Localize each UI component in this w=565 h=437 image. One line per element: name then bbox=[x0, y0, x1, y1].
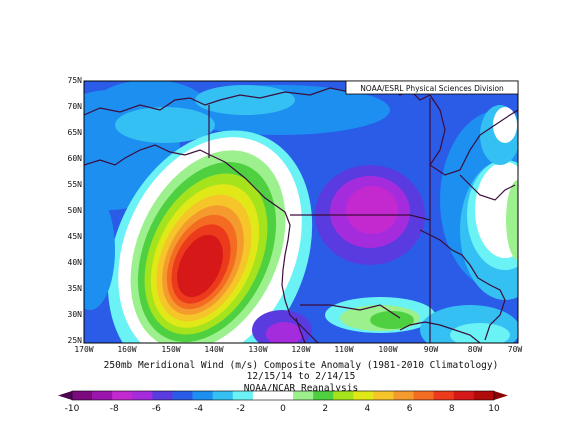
colorbar-label: -6 bbox=[152, 404, 161, 414]
colorbar-label: 4 bbox=[365, 404, 371, 414]
us-canada-border bbox=[290, 214, 431, 221]
colorbar-label: -4 bbox=[194, 404, 203, 414]
colorbar-swatch bbox=[313, 391, 334, 400]
map-frame bbox=[83, 80, 519, 344]
colorbar-swatch bbox=[192, 391, 213, 400]
colorbar-swatch bbox=[232, 391, 254, 400]
alaska-coast bbox=[84, 84, 371, 116]
lon-label: 140W bbox=[204, 345, 223, 354]
colorbar-swatch bbox=[373, 391, 394, 400]
lon-label: 120W bbox=[291, 345, 310, 354]
colorbar-label: 2 bbox=[322, 404, 328, 414]
colorbar-outline bbox=[71, 390, 495, 401]
lon-axis: 170W 160W 150W 140W 130W 120W 110W 100W … bbox=[74, 345, 522, 354]
lat-label: 50N bbox=[68, 206, 83, 215]
lon-label: 100W bbox=[378, 345, 397, 354]
colorbar-swatch bbox=[333, 391, 354, 400]
colorbar-label: 0 bbox=[280, 404, 286, 414]
lon-label: 150W bbox=[161, 345, 180, 354]
lat-label: 25N bbox=[68, 336, 83, 345]
east-canada bbox=[459, 174, 516, 201]
colorbar-swatch bbox=[393, 391, 414, 400]
colorbar-label: 8 bbox=[449, 404, 455, 414]
lat-label: 65N bbox=[68, 128, 83, 137]
colorbar-swatch bbox=[433, 391, 455, 400]
lat-label: 60N bbox=[68, 154, 83, 163]
lon-label: 80W bbox=[468, 345, 483, 354]
lat-label: 40N bbox=[68, 258, 83, 267]
credit-text: NOAA/ESRL Physical Sciences Division bbox=[360, 84, 504, 93]
caption: 250mb Meridional Wind (m/s) Composite An… bbox=[104, 360, 499, 394]
lon-label: 110W bbox=[334, 345, 353, 354]
lat-label: 55N bbox=[68, 180, 83, 189]
colorbar-label: -2 bbox=[236, 404, 245, 414]
colorbar-swatch bbox=[353, 391, 374, 400]
lat-label: 75N bbox=[68, 76, 83, 85]
caption-source: NOAA/NCAR Reanalysis bbox=[244, 383, 358, 394]
lon-label: 170W bbox=[74, 345, 93, 354]
hudson-bay bbox=[429, 94, 518, 176]
colorbar-left-arrow bbox=[58, 391, 72, 400]
coastlines bbox=[84, 84, 518, 343]
colorbar-swatch bbox=[112, 391, 133, 400]
lon-label: 90W bbox=[424, 345, 439, 354]
colorbar-right-arrow bbox=[494, 391, 508, 400]
colorbar-label: 6 bbox=[407, 404, 413, 414]
colorbar-swatch bbox=[293, 391, 314, 400]
colorbar-swatch bbox=[72, 391, 93, 400]
colorbar: -10 -8 -6 -4 -2 0 2 4 6 8 10 bbox=[58, 390, 508, 414]
alaska-south-coast bbox=[84, 144, 319, 343]
colorbar-label: -10 bbox=[65, 404, 80, 414]
mexico-border bbox=[300, 304, 401, 319]
colorbar-label: -8 bbox=[110, 404, 119, 414]
colorbar-swatch bbox=[92, 391, 113, 400]
colorbar-swatch bbox=[252, 391, 274, 400]
colorbar-swatch bbox=[272, 391, 294, 400]
colorbar-swatch bbox=[132, 391, 153, 400]
gulf-coast bbox=[399, 321, 481, 343]
caption-dates: 12/15/14 to 2/14/15 bbox=[247, 371, 356, 382]
colorbar-swatch bbox=[453, 391, 475, 400]
lat-label: 45N bbox=[68, 232, 83, 241]
lat-label: 35N bbox=[68, 284, 83, 293]
east-coast bbox=[477, 277, 506, 341]
baja-peninsula bbox=[295, 317, 306, 343]
colorbar-swatch bbox=[212, 391, 234, 400]
colorbar-swatch bbox=[152, 391, 173, 400]
caption-title: 250mb Meridional Wind (m/s) Composite An… bbox=[104, 360, 499, 371]
anomaly-field bbox=[84, 81, 518, 343]
lat-axis: 75N 70N 65N 60N 55N 50N 45N 40N 35N 30N … bbox=[68, 76, 83, 345]
colorbar-label: 10 bbox=[488, 404, 500, 414]
lat-label: 30N bbox=[68, 310, 83, 319]
lon-label: 160W bbox=[117, 345, 136, 354]
credit-box: NOAA/ESRL Physical Sciences Division bbox=[345, 80, 519, 95]
colorbar-swatch bbox=[413, 391, 435, 400]
lat-label: 70N bbox=[68, 102, 83, 111]
colorbar-swatch bbox=[473, 391, 495, 400]
colorbar-swatch bbox=[172, 391, 193, 400]
lon-label: 70W bbox=[508, 345, 523, 354]
lon-label: 130W bbox=[248, 345, 267, 354]
